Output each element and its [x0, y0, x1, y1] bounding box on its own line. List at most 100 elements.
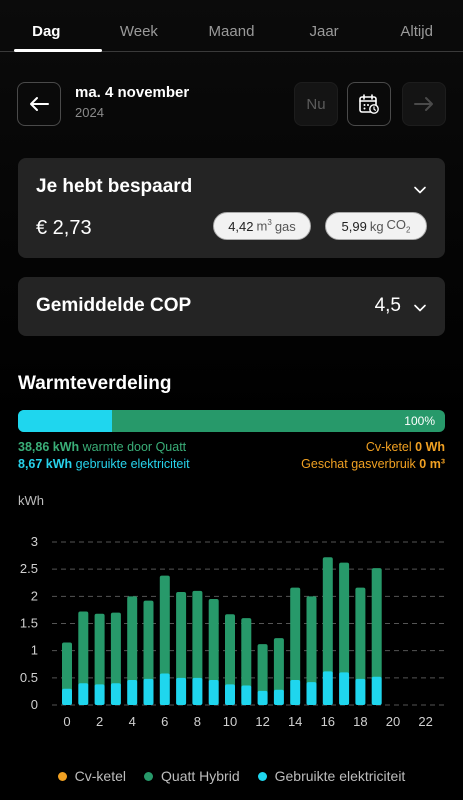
bar-quatt-hybrid: [322, 557, 333, 675]
cop-title: Gemiddelde COP: [36, 295, 192, 316]
tab-altijd[interactable]: Altijd: [400, 23, 433, 40]
bar-quatt-hybrid: [78, 611, 89, 687]
bar-quatt-hybrid: [257, 644, 268, 694]
legend-item-cv-ketel[interactable]: Cv-ketel: [57, 768, 127, 784]
x-tick-label: 10: [223, 714, 237, 729]
cop-card[interactable]: Gemiddelde COP 4,5: [18, 277, 445, 336]
quatt-heat-summary: 38,86 kWh warmte door Quatt: [18, 440, 186, 454]
bar-electricity: [143, 678, 154, 705]
bar-electricity: [371, 676, 382, 705]
bar-quatt-hybrid: [273, 638, 284, 693]
legend-dot-orange: [57, 771, 67, 781]
calendar-button[interactable]: [347, 82, 391, 126]
bar-electricity: [241, 685, 252, 705]
tab-jaar[interactable]: Jaar: [309, 23, 339, 40]
arrow-left-icon: [30, 97, 49, 111]
chart-legend: Cv-ketel Quatt Hybrid Gebruikte elektric…: [0, 768, 463, 784]
calendar-icon: [359, 94, 379, 114]
gas-usage-label: Geschat gasverbruik: [301, 457, 416, 471]
gas-unit-sup: 3: [267, 218, 272, 228]
chevron-down-icon[interactable]: [413, 183, 427, 197]
y-tick-label: 1.5: [20, 616, 38, 631]
legend-item-electricity[interactable]: Gebruikte elektriciteit: [257, 768, 405, 784]
bar-electricity: [78, 683, 89, 705]
electricity-value: 8,67 kWh: [18, 457, 73, 471]
bar-quatt-hybrid: [62, 642, 72, 692]
y-tick-label: 2: [31, 588, 38, 603]
tab-maand[interactable]: Maand: [208, 23, 255, 40]
bar-quatt-hybrid: [94, 613, 105, 688]
tab-week[interactable]: Week: [119, 23, 158, 40]
x-tick-label: 8: [194, 714, 201, 729]
bar-electricity: [127, 680, 138, 705]
heat-distribution-title: Warmteverdeling: [18, 373, 172, 394]
gas-saved-badge: 4,42 m3 gas: [213, 212, 311, 240]
today-button[interactable]: Nu: [294, 82, 338, 126]
legend-item-quatt-hybrid[interactable]: Quatt Hybrid: [144, 768, 240, 784]
bar-quatt-hybrid: [306, 596, 317, 686]
bar-quatt-hybrid: [355, 587, 366, 682]
gas-unit: m: [256, 218, 268, 234]
bar-quatt-hybrid: [290, 587, 301, 684]
savings-card[interactable]: Je hebt bespaard € 2,73 4,42 m3 gas 5,99…: [18, 158, 445, 258]
legend-dot-green: [144, 771, 154, 781]
chevron-down-icon[interactable]: [413, 301, 427, 315]
x-tick-label: 22: [418, 714, 432, 729]
co2-saved-value: 5,99: [341, 218, 367, 234]
savings-amount: € 2,73: [36, 217, 92, 239]
bar-electricity: [192, 677, 203, 705]
bar-quatt-hybrid: [241, 618, 252, 689]
bar-electricity: [339, 672, 350, 705]
boiler-label: Cv-ketel: [365, 440, 412, 454]
x-tick-label: 12: [255, 714, 269, 729]
y-tick-label: 0: [31, 697, 38, 712]
tab-dag[interactable]: Dag: [32, 23, 61, 40]
x-tick-label: 2: [96, 714, 103, 729]
heat-percent-label: 100%: [404, 414, 435, 428]
bar-quatt-hybrid: [225, 614, 235, 688]
co2-unit: kg: [369, 218, 384, 234]
bar-electricity: [176, 677, 187, 705]
bar-quatt-hybrid: [143, 600, 154, 682]
active-tab-indicator: [14, 49, 102, 52]
co2-saved-badge: 5,99 kg CO2: [325, 212, 427, 240]
x-tick-label: 4: [129, 714, 136, 729]
savings-title: Je hebt bespaard: [36, 176, 193, 197]
bar-quatt-hybrid: [192, 590, 203, 681]
bar-electricity: [257, 690, 268, 705]
x-tick-label: 0: [63, 714, 70, 729]
bar-electricity: [62, 688, 72, 705]
y-axis-label: kWh: [18, 493, 44, 508]
bar-quatt-hybrid: [159, 575, 170, 677]
next-day-button[interactable]: [402, 82, 446, 126]
boiler-summary: Cv-ketel 0 Wh: [366, 440, 445, 454]
y-tick-label: 2.5: [20, 561, 38, 576]
legend-label-cv-ketel: Cv-ketel: [74, 768, 127, 784]
bar-electricity: [110, 683, 121, 705]
bar-electricity: [273, 689, 284, 705]
arrow-right-icon: [414, 97, 433, 111]
bar-quatt-hybrid: [339, 562, 350, 676]
selected-year: 2024: [75, 105, 104, 120]
y-tick-label: 0.5: [20, 670, 38, 685]
gas-usage-summary: Geschat gasverbruik 0 m³: [301, 457, 445, 471]
x-tick-label: 20: [386, 714, 400, 729]
gas-usage-value: 0 m³: [419, 457, 445, 471]
y-tick-label: 1: [31, 643, 38, 658]
previous-day-button[interactable]: [17, 82, 61, 126]
co2-label-sub: 2: [406, 225, 411, 235]
bar-electricity: [290, 680, 301, 705]
x-tick-label: 6: [161, 714, 168, 729]
legend-dot-cyan: [257, 771, 267, 781]
bar-electricity: [306, 682, 317, 705]
bar-electricity: [159, 673, 170, 705]
x-tick-label: 14: [288, 714, 302, 729]
electricity-label: gebruikte elektriciteit: [75, 457, 190, 471]
bar-quatt-hybrid: [127, 596, 138, 684]
electricity-summary: 8,67 kWh gebruikte elektriciteit: [18, 457, 190, 471]
hourly-energy-chart: kWh 0 0.5 1 1.5 2 2.5 3 0 2 4 6 8 10 12 14 16 18 20 22: [18, 493, 445, 729]
cop-value: 4,5: [374, 295, 401, 316]
bar-quatt-hybrid: [176, 591, 187, 681]
quatt-heat-label: warmte door Quatt: [82, 440, 187, 454]
bar-electricity: [94, 684, 105, 705]
